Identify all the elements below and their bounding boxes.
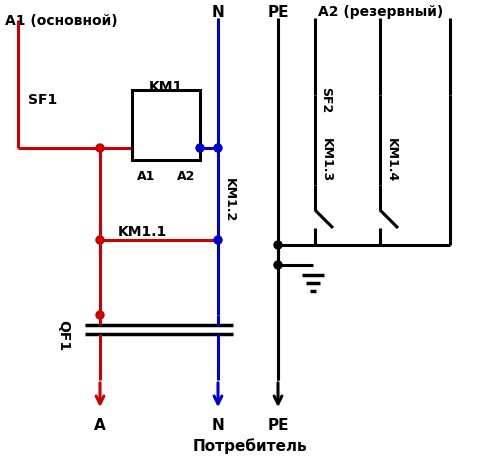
Text: KM1.4: KM1.4 [385, 138, 398, 182]
Text: SF1: SF1 [28, 93, 57, 107]
Text: PE: PE [267, 5, 289, 20]
Text: KM1.2: KM1.2 [223, 178, 236, 222]
Text: A1 (основной): A1 (основной) [5, 14, 118, 28]
Text: SF2: SF2 [319, 87, 332, 113]
Text: KM1.1: KM1.1 [118, 225, 167, 239]
Circle shape [274, 261, 282, 269]
Text: N: N [212, 5, 225, 20]
Text: PE: PE [267, 418, 289, 433]
Text: KM1.3: KM1.3 [320, 138, 333, 182]
Text: A2: A2 [177, 170, 195, 183]
Circle shape [274, 241, 282, 249]
Circle shape [96, 311, 104, 319]
Text: QF1: QF1 [56, 320, 70, 351]
Text: N: N [212, 418, 225, 433]
Text: Потребитель: Потребитель [193, 438, 307, 454]
Text: A2 (резервный): A2 (резервный) [318, 5, 443, 19]
Circle shape [196, 144, 204, 152]
Circle shape [214, 236, 222, 244]
Text: A: A [94, 418, 106, 433]
Circle shape [96, 236, 104, 244]
Circle shape [96, 144, 104, 152]
Text: A1: A1 [137, 170, 155, 183]
Text: KM1: KM1 [149, 80, 183, 94]
Bar [132, 90, 200, 160]
Circle shape [214, 144, 222, 152]
